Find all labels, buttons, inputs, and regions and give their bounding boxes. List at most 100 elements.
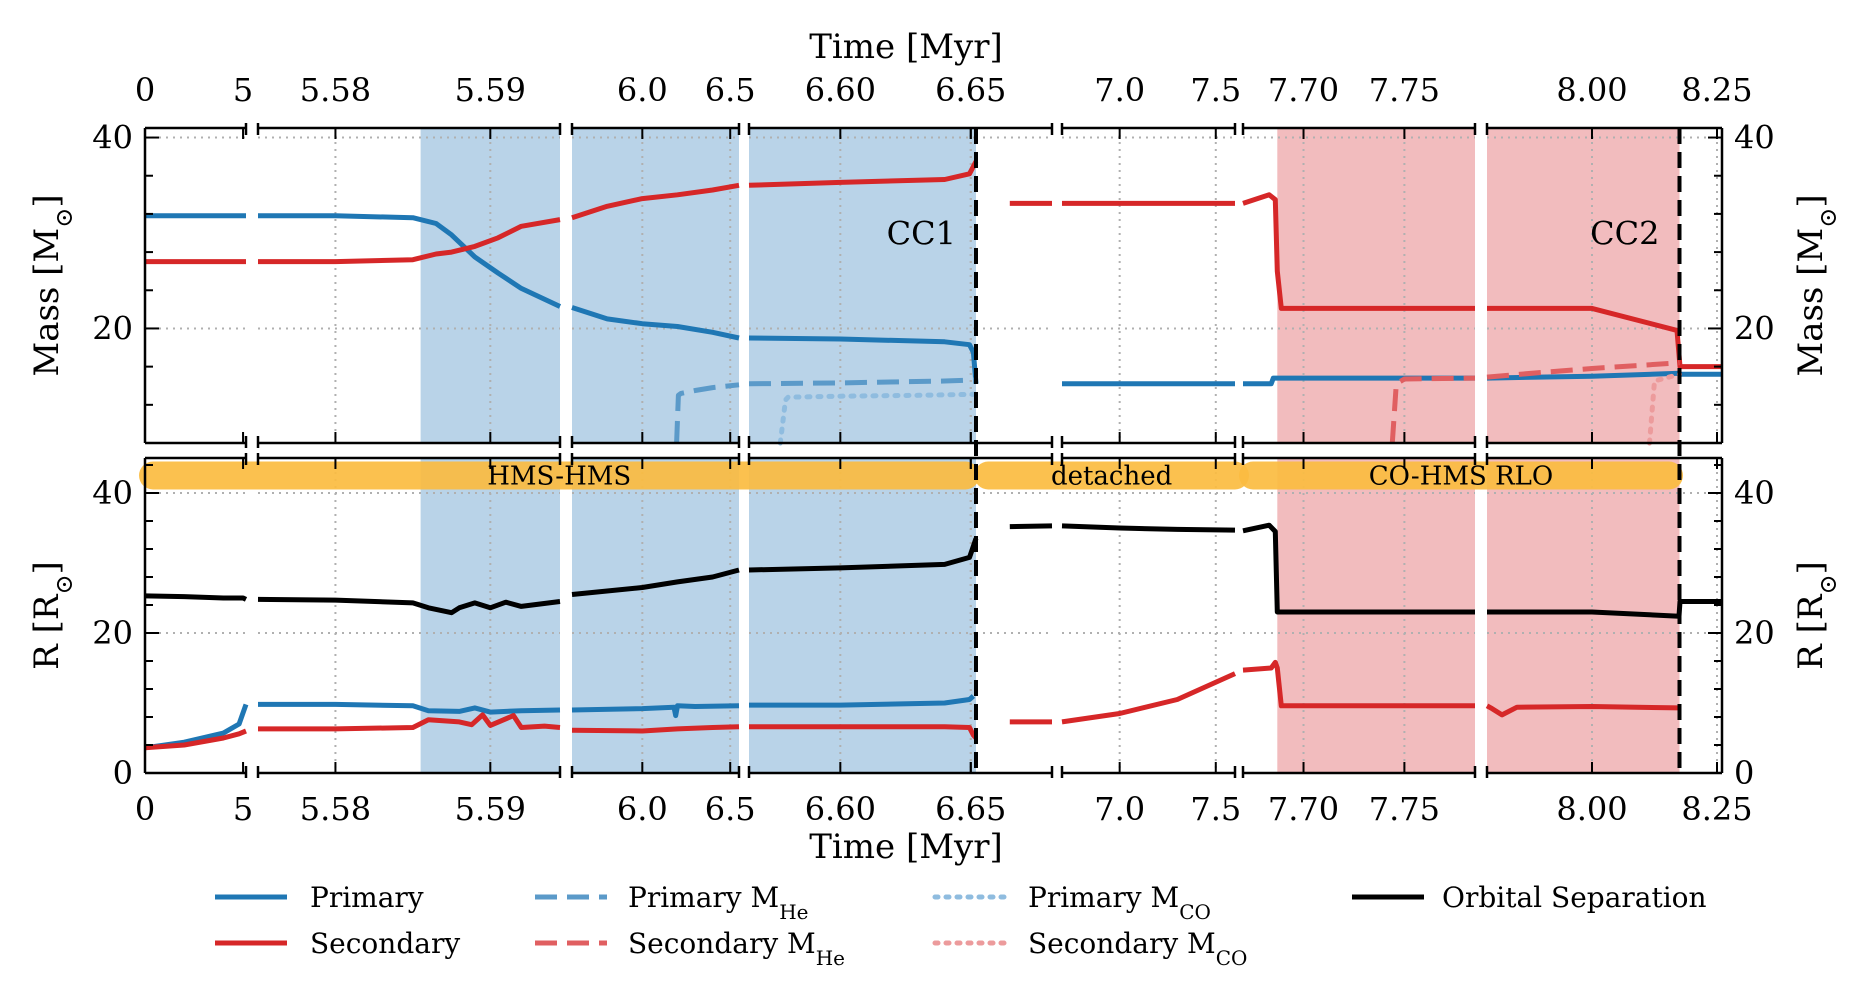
series-line-secondary-radius: [144, 728, 247, 751]
x-tick-label-top: 7.5: [1190, 71, 1241, 109]
series-line-primary: [748, 335, 979, 385]
series-line-secondary: [748, 160, 979, 188]
core-collapse-label: CC1: [887, 214, 956, 252]
legend-label: Secondary MCO: [1028, 927, 1247, 970]
series-line-primary: [571, 305, 740, 341]
series-line-orbital-separation: [1009, 523, 1053, 530]
x-tick-label-top: 7.0: [1094, 71, 1145, 109]
shaded-region-2: [1277, 128, 1475, 443]
shaded-region-1: [420, 128, 560, 443]
x-tick-label-bottom: 6.65: [935, 790, 1006, 828]
series-line-secondary: [1242, 192, 1475, 311]
legend-label: Primary MHe: [628, 881, 808, 924]
svg-text:Mass [M⊙]: Mass [M⊙]: [27, 194, 78, 376]
x-tick-label-top: 6.5: [705, 71, 756, 109]
legend-label: Primary MCO: [1028, 881, 1211, 924]
x-tick-label-top: 0: [135, 71, 155, 109]
legend-label-text: Primary M: [1028, 881, 1179, 914]
y-tick-label: 20: [92, 614, 133, 652]
x-tick-label-bottom: 7.70: [1268, 790, 1339, 828]
x-axis-title-top: Time [Myr]: [809, 27, 1003, 67]
x-tick-label-bottom: 7.5: [1190, 790, 1241, 828]
legend-label: Secondary MHe: [628, 927, 845, 970]
series-line-secondary: [258, 217, 561, 265]
x-tick-label-bottom: 8.25: [1681, 790, 1752, 828]
x-tick-label-bottom: 0: [135, 790, 155, 828]
phase-label: CO-HMS RLO: [1369, 462, 1553, 492]
y-axis-title-left: R [R⊙]: [27, 561, 78, 670]
y-axis-title-text: Mass [M: [27, 228, 67, 377]
series-line-secondary-radius: [749, 724, 978, 740]
y-axis-title-right: R [R⊙]: [1791, 561, 1842, 670]
series-line-orbital-separation: [571, 567, 740, 597]
y-axis-title-left: Mass [M⊙]: [27, 194, 78, 376]
y-axis-title-subscript: ⊙: [50, 208, 78, 228]
legend-label-subscript: He: [816, 946, 845, 970]
shaded-region-1: [749, 458, 976, 773]
shaded-region-2: [1487, 128, 1680, 443]
series-line-secondary-m-rm-co: [1647, 371, 1682, 446]
series-line-primary: [1243, 375, 1475, 387]
series-line-primary: [258, 213, 562, 309]
legend-label: Primary: [310, 881, 424, 914]
x-tick-label-top: 6.65: [935, 71, 1006, 109]
series-line-secondary-radius: [571, 724, 740, 734]
series-line-secondary-radius: [1061, 671, 1237, 725]
x-tick-label-bottom: 7.75: [1369, 790, 1440, 828]
y-axis-title-text: R [R: [27, 593, 67, 670]
y-axis-title-close: ]: [27, 561, 67, 574]
svg-text:Mass [M⊙]: Mass [M⊙]: [1791, 194, 1842, 376]
series-line-secondary-radius: [1242, 659, 1475, 709]
series-line-primary-radius: [571, 703, 740, 719]
series-line-orbital-separation: [748, 537, 979, 573]
x-tick-label-top: 5.58: [300, 71, 371, 109]
series-line-orbital-separation: [1242, 522, 1475, 615]
series-line-orbital-separation: [257, 596, 561, 616]
y-axis-title-right: Mass [M⊙]: [1791, 194, 1842, 376]
series-line-primary-radius: [258, 701, 561, 715]
phase-bar-layer: HMS-HMS detached CO-HMS RLO: [139, 461, 1683, 492]
x-tick-label-bottom: 7.0: [1094, 790, 1145, 828]
shaded-region-1: [572, 128, 739, 443]
y-tick-label-right: 40: [1734, 119, 1775, 157]
x-tick-label-top: 7.75: [1369, 71, 1440, 109]
series-line-primary-m-rm-he: [674, 382, 740, 444]
phase-label: detached: [1051, 462, 1172, 492]
y-axis-title-close: ]: [1791, 561, 1831, 574]
y-tick-label: 40: [92, 119, 133, 157]
y-tick-label: 40: [92, 474, 133, 512]
grid-layer: [145, 128, 1722, 773]
series-line-orbital-separation: [1061, 523, 1236, 533]
core-collapse-layer: CC1 CC2: [887, 128, 1682, 773]
y-tick-label-right: 20: [1734, 309, 1775, 347]
series-layer: [144, 160, 1722, 751]
x-tick-label-bottom: 5.58: [300, 790, 371, 828]
y-tick-label: 20: [92, 309, 133, 347]
y-axis-title-subscript: ⊙: [50, 574, 78, 594]
svg-text:R [R⊙]: R [R⊙]: [27, 561, 78, 670]
series-line-secondary-radius: [258, 712, 561, 732]
x-tick-label-bottom: 6.5: [705, 790, 756, 828]
x-tick-label-bottom: 6.0: [617, 790, 668, 828]
series-line-primary-radius: [749, 694, 976, 708]
series-line-primary-m-rm-he: [748, 377, 975, 387]
y-axis-title-close: ]: [1791, 194, 1831, 207]
legend-label-subscript: He: [779, 900, 808, 924]
x-tick-label-top: 8.25: [1681, 71, 1752, 109]
legend-label-text: Secondary M: [628, 927, 816, 960]
y-tick-label-right: 0: [1734, 754, 1754, 792]
y-axis-title-subscript: ⊙: [1814, 208, 1842, 228]
legend-label-subscript: CO: [1179, 900, 1211, 924]
core-collapse-label: CC2: [1590, 214, 1659, 252]
y-axis-title-close: ]: [27, 194, 67, 207]
x-tick-label-top: 7.70: [1268, 71, 1339, 109]
shading-layer: [420, 128, 1680, 773]
shaded-region-2: [1277, 458, 1475, 773]
legend-label: Orbital Separation: [1442, 881, 1707, 914]
x-tick-label-top: 5: [233, 71, 253, 109]
y-tick-label: 0: [113, 754, 133, 792]
x-tick-label-bottom: 6.60: [805, 790, 876, 828]
y-axis-title-text: Mass [M: [1791, 228, 1831, 377]
x-tick-label-top: 6.60: [805, 71, 876, 109]
